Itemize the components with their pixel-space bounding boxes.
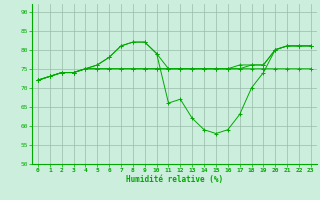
X-axis label: Humidité relative (%): Humidité relative (%) xyxy=(126,175,223,184)
